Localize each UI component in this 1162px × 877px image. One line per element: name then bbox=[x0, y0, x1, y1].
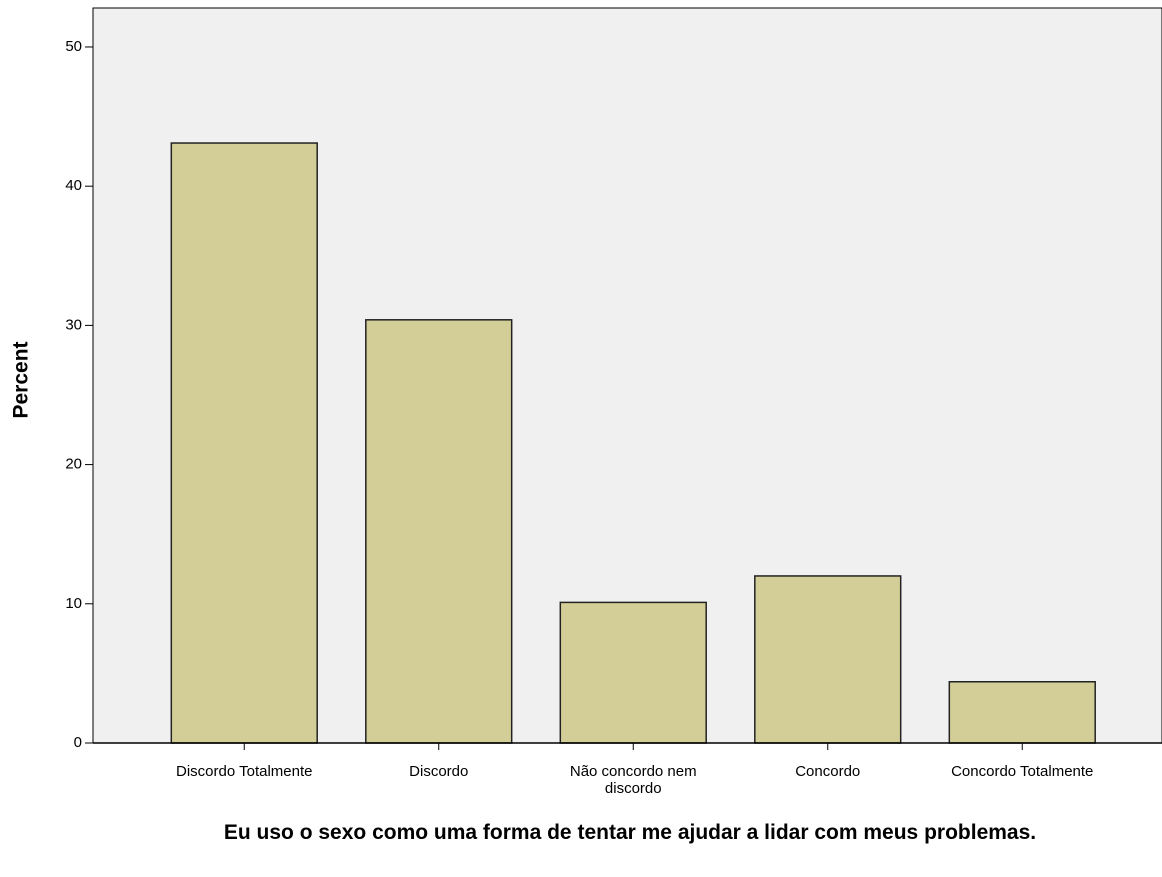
y-tick-label: 0 bbox=[74, 734, 82, 751]
y-tick-label: 30 bbox=[65, 316, 82, 333]
x-tick-label: Concordo Totalmente bbox=[951, 763, 1094, 780]
y-tick-label: 40 bbox=[65, 177, 82, 194]
y-tick-label: 50 bbox=[65, 38, 82, 55]
bar bbox=[948, 681, 1096, 744]
bar bbox=[170, 142, 318, 744]
y-axis-title: Percent bbox=[10, 341, 33, 418]
x-axis-title: Eu uso o sexo como uma forma de tentar m… bbox=[223, 821, 1037, 844]
x-tick-label: Discordo bbox=[409, 763, 469, 780]
x-tick-label: Não concordo nem discordo bbox=[569, 763, 697, 797]
y-tick-label: 10 bbox=[65, 595, 82, 612]
bar bbox=[559, 601, 707, 744]
x-tick-label: Concordo bbox=[795, 763, 861, 780]
bar bbox=[365, 319, 513, 744]
bar bbox=[754, 575, 902, 744]
x-tick-label: Discordo Totalmente bbox=[176, 763, 313, 780]
y-tick-label: 20 bbox=[65, 456, 82, 473]
